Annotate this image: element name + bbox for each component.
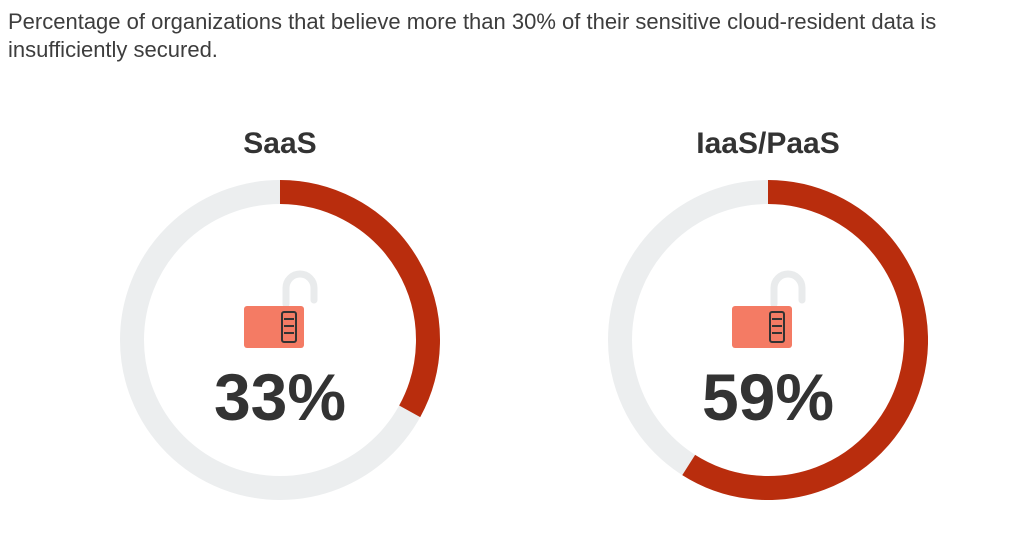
unlocked-padlock-icon xyxy=(244,270,318,348)
padlock-dial xyxy=(769,311,785,343)
padlock-dial-line xyxy=(772,318,782,320)
padlock-body xyxy=(244,306,304,348)
padlock-shackle xyxy=(770,270,806,308)
donut-gauge-iaas-paas: 59% xyxy=(608,180,928,500)
gauge-arc-iaas-paas xyxy=(682,180,928,500)
gauge-panel-saas: SaaS 33% xyxy=(110,120,450,540)
padlock-dial xyxy=(281,311,297,343)
unlocked-padlock-icon xyxy=(732,270,806,348)
donut-gauge-saas: 33% xyxy=(120,180,440,500)
padlock-dial-line xyxy=(284,332,294,334)
gauge-arc-saas xyxy=(279,180,440,418)
padlock-dial-line xyxy=(772,332,782,334)
padlock-dial-line xyxy=(772,325,782,327)
padlock-dial-line xyxy=(284,325,294,327)
padlock-shackle xyxy=(282,270,318,308)
chart-subtitle: Percentage of organizations that believe… xyxy=(8,9,937,62)
gauge-value-label-saas: 33% xyxy=(214,360,346,434)
padlock-body xyxy=(732,306,792,348)
gauge-value-label-iaas-paas: 59% xyxy=(702,360,834,434)
gauge-panel-iaas-paas: IaaS/PaaS 59% xyxy=(598,120,938,540)
gauge-title-saas: SaaS xyxy=(243,127,317,160)
gauge-title-iaas-paas: IaaS/PaaS xyxy=(696,127,840,160)
padlock-dial-line xyxy=(284,318,294,320)
